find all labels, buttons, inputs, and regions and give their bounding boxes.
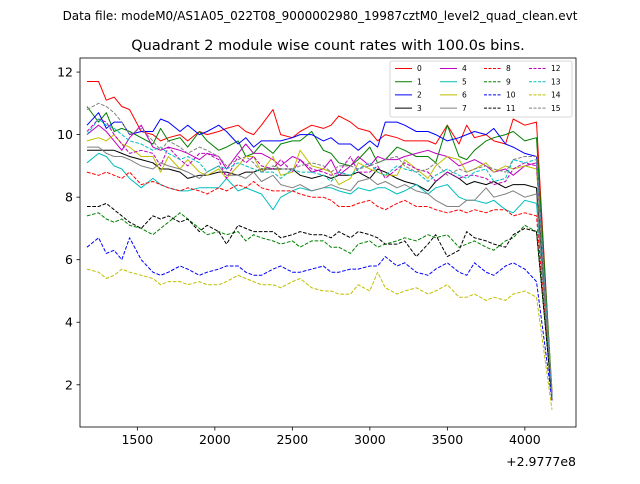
y-tick-label: 6 <box>65 252 73 267</box>
legend-box <box>389 60 573 118</box>
x-offset-label: +2.9777e8 <box>506 454 576 469</box>
legend-label-6: 6 <box>462 91 467 100</box>
legend-label-15: 15 <box>551 104 561 113</box>
legend-label-14: 14 <box>551 91 561 100</box>
legend-label-2: 2 <box>417 91 422 100</box>
series-line-14 <box>86 268 553 410</box>
series-line-3 <box>87 149 553 395</box>
series-line-1 <box>86 106 553 392</box>
legend-label-5: 5 <box>462 77 467 86</box>
x-tick-label: 1500 <box>121 432 153 447</box>
legend-label-10: 10 <box>506 91 516 100</box>
series-line-8 <box>86 171 553 401</box>
y-tick-label: 4 <box>65 315 73 330</box>
x-tick-label: 2000 <box>199 432 231 447</box>
legend-label-11: 11 <box>506 104 516 113</box>
legend-label-4: 4 <box>462 64 467 73</box>
y-tick-label: 10 <box>57 127 73 142</box>
legend-label-3: 3 <box>417 104 422 113</box>
x-tick-label: 2500 <box>276 432 308 447</box>
plot-frame <box>79 57 577 428</box>
x-tick-label: 4000 <box>509 432 541 447</box>
x-tick-label: 3000 <box>354 432 386 447</box>
legend-label-1: 1 <box>417 77 422 86</box>
legend-label-0: 0 <box>417 64 422 73</box>
legend-label-7: 7 <box>462 104 467 113</box>
legend-label-13: 13 <box>551 77 561 86</box>
y-tick-label: 2 <box>65 377 73 392</box>
y-tick-label: 12 <box>57 65 73 80</box>
legend-label-9: 9 <box>506 77 511 86</box>
figure-suptitle: Data file: modeM0/AS1A05_022T08_90000029… <box>63 9 578 23</box>
series-line-12 <box>86 118 553 395</box>
series-line-13 <box>86 118 553 398</box>
series-line-15 <box>86 102 553 398</box>
series-line-10 <box>86 237 553 401</box>
series-line-9 <box>86 212 553 398</box>
x-tick-label: 3500 <box>431 432 463 447</box>
chart-title: Quadrant 2 module wise count rates with … <box>131 38 525 54</box>
series-layer <box>86 81 553 410</box>
series-line-0 <box>87 81 553 398</box>
series-line-6 <box>86 134 553 392</box>
legend-label-12: 12 <box>551 64 561 73</box>
legend-label-8: 8 <box>506 64 511 73</box>
series-line-7 <box>87 146 553 398</box>
y-tick-label: 8 <box>65 190 73 205</box>
series-line-11 <box>87 202 553 398</box>
series-line-2 <box>86 112 553 401</box>
